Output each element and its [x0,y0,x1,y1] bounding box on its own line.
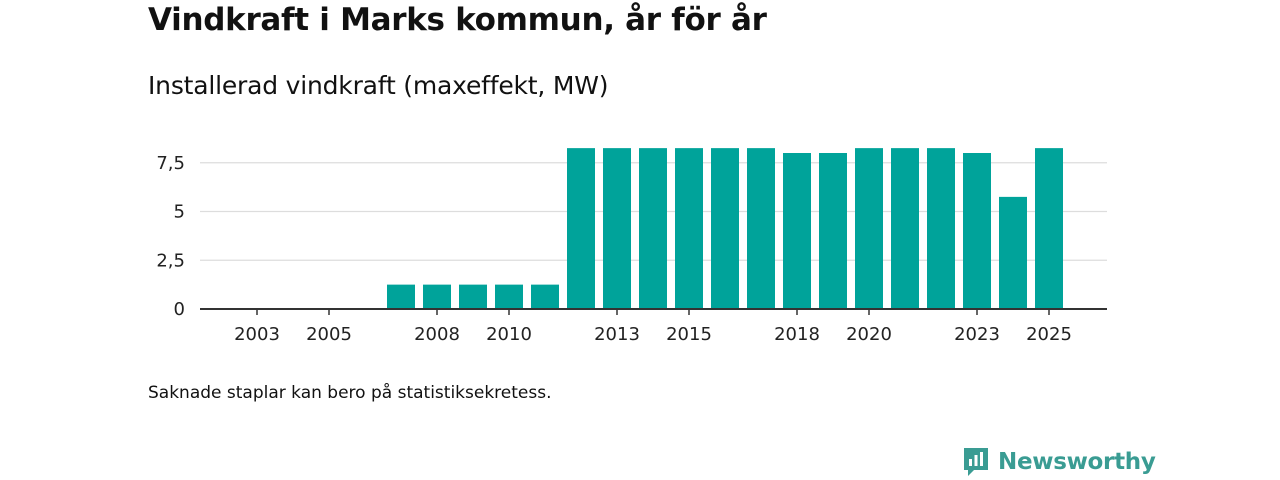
chart-title: Vindkraft i Marks kommun, år för år [148,2,767,38]
bar [459,284,487,309]
bar [855,148,883,309]
bar [819,153,847,309]
y-tick-label: 5 [174,202,185,223]
chart-subtitle: Installerad vindkraft (maxeffekt, MW) [148,71,609,100]
bar [711,148,739,309]
footnote: Saknade staplar kan bero på statistiksek… [148,383,552,403]
bar [531,284,559,309]
x-tick-label: 2013 [594,324,640,345]
x-tick-label: 2020 [846,324,892,345]
x-tick-label: 2010 [486,324,532,345]
bar [999,196,1027,309]
y-tick-label: 2,5 [156,250,185,271]
x-tick-label: 2003 [234,324,280,345]
bar [747,148,775,309]
bar [963,153,991,309]
bar [891,148,919,309]
bar [1035,148,1063,309]
bar [603,148,631,309]
x-tick-label: 2018 [774,324,820,345]
x-tick-label: 2008 [414,324,460,345]
y-tick-label: 7,5 [156,153,185,174]
bar [423,284,451,309]
x-tick-label: 2023 [954,324,1000,345]
bar [783,153,811,309]
bar [495,284,523,309]
brand-name: Newsworthy [998,449,1156,475]
x-tick-label: 2005 [306,324,352,345]
bar [387,284,415,309]
newsworthy-logo-icon [964,448,988,476]
brand-logo: Newsworthy [962,446,1156,478]
bar [567,148,595,309]
bar [639,148,667,309]
x-tick-label: 2025 [1026,324,1072,345]
bar [927,148,955,309]
x-tick-label: 2015 [666,324,712,345]
bar [675,148,703,309]
y-tick-label: 0 [174,299,185,320]
